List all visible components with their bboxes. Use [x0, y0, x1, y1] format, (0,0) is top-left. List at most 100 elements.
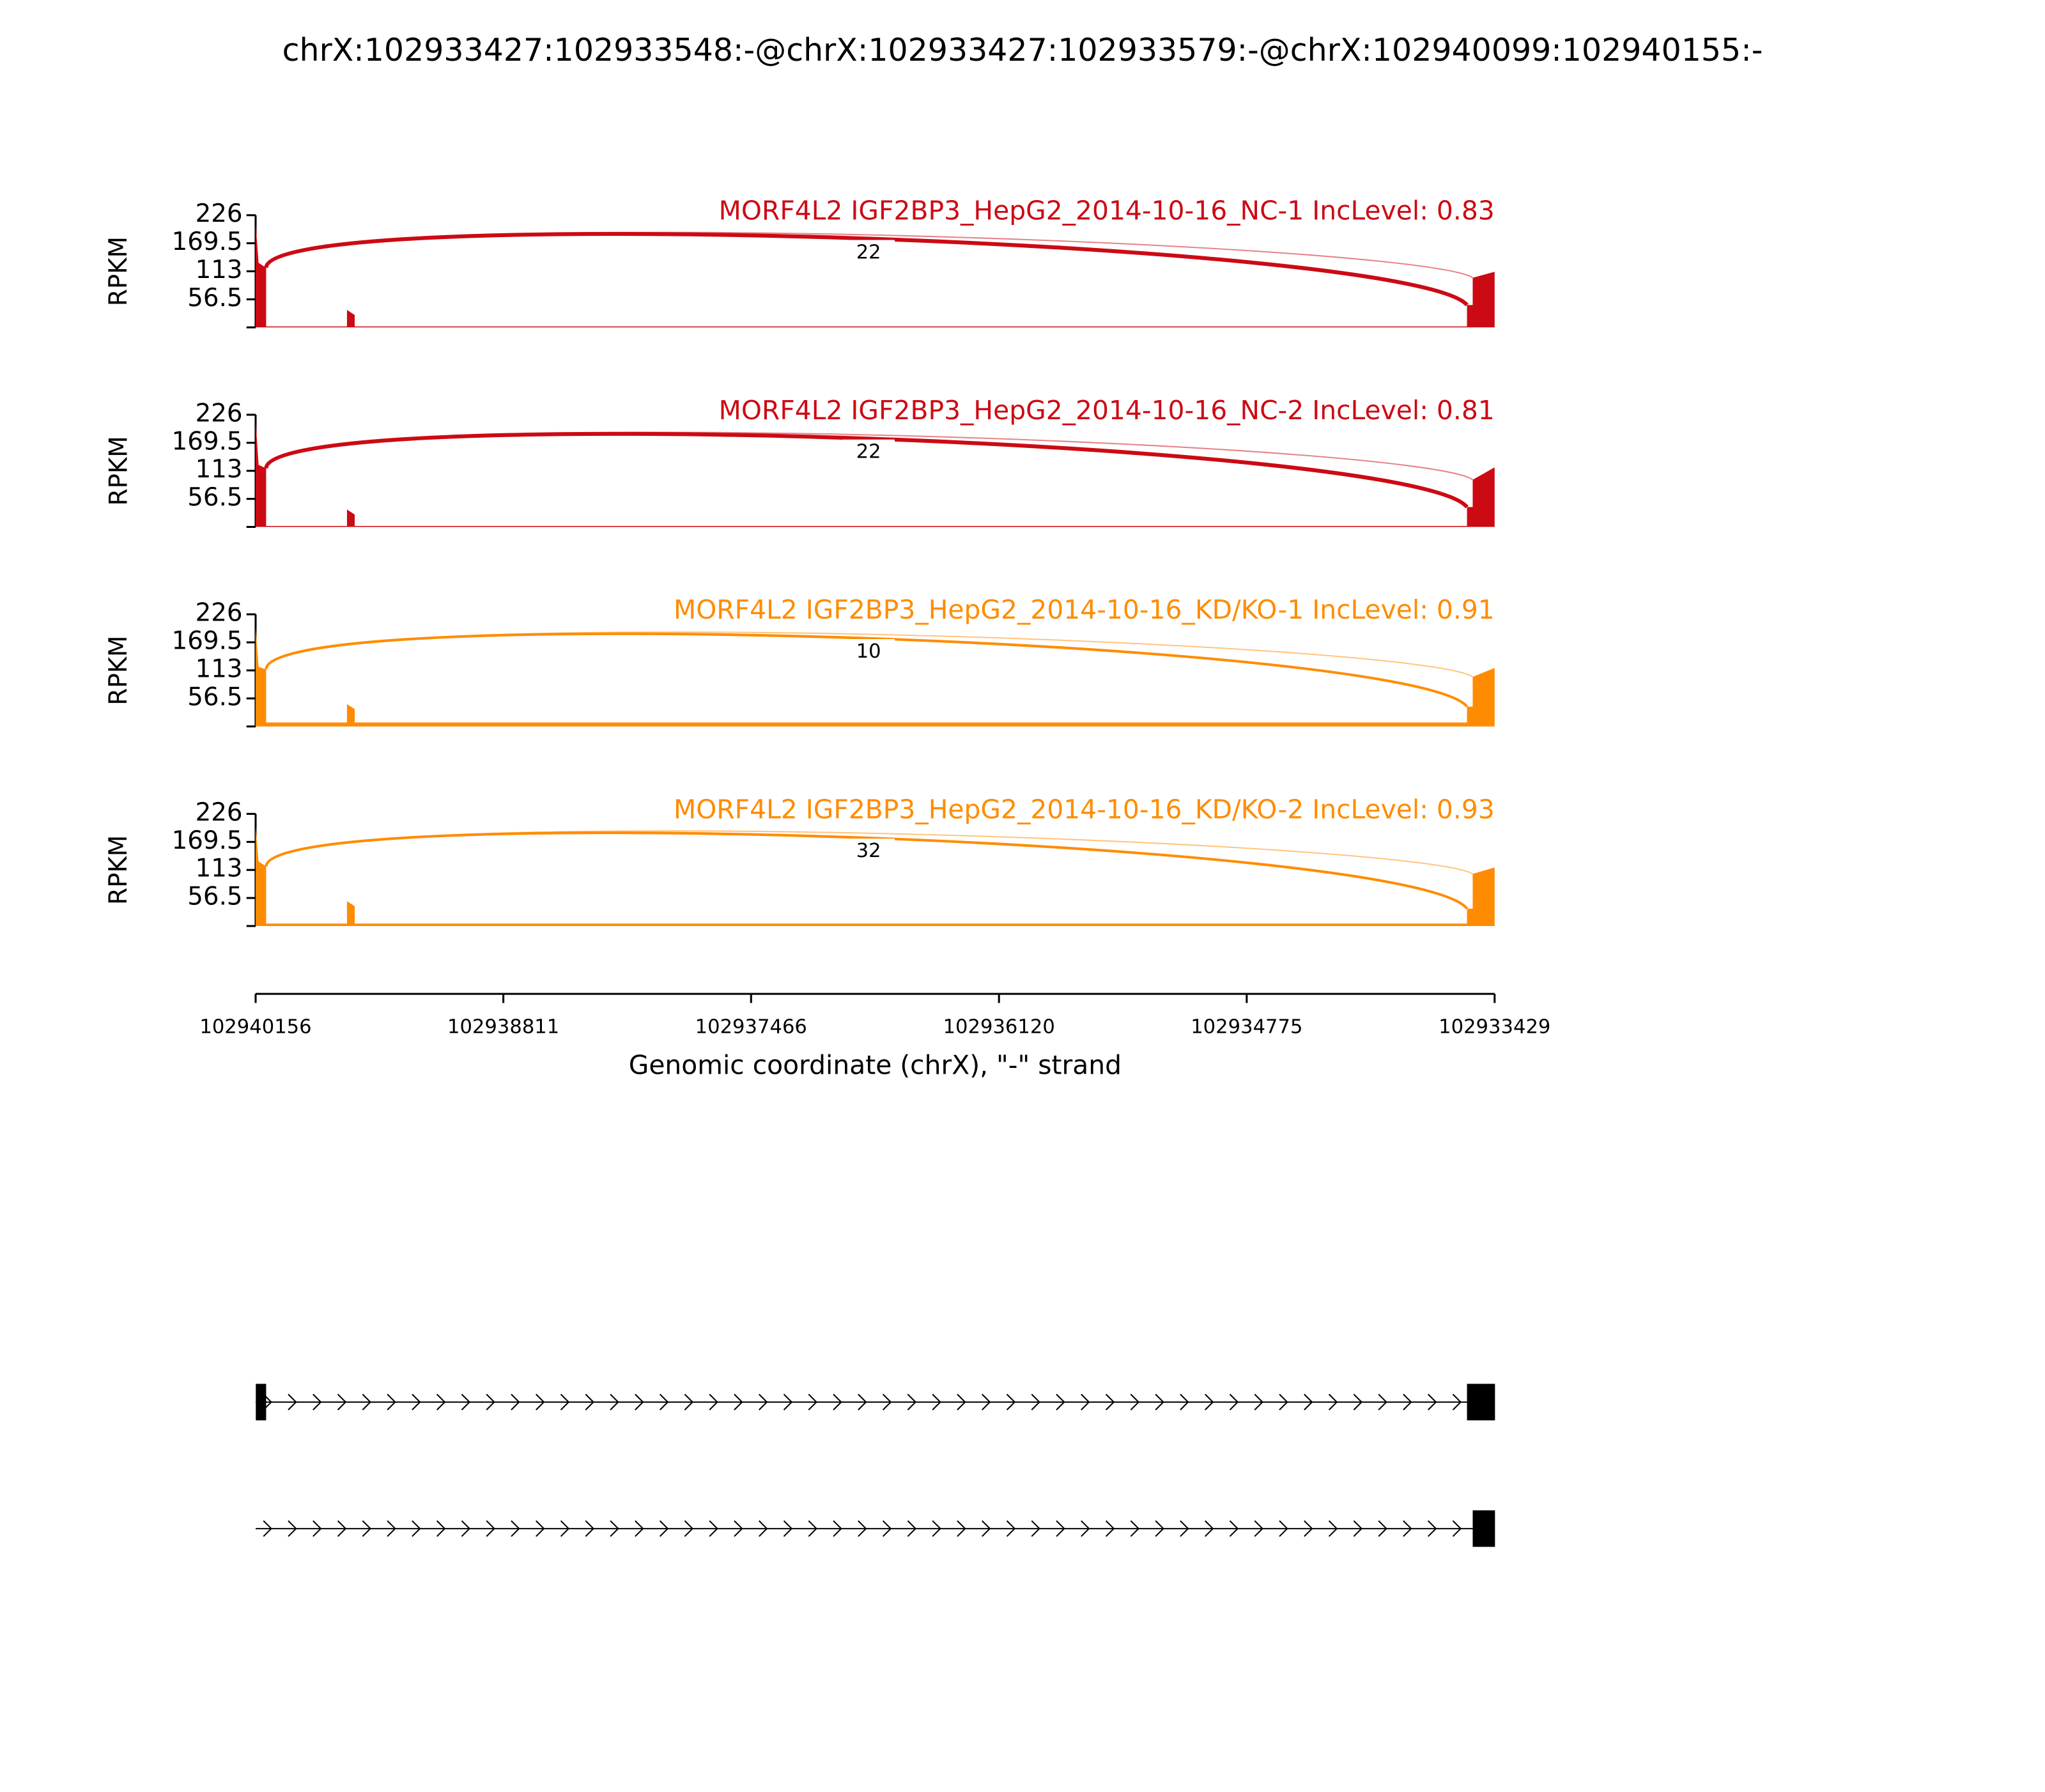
strand-arrow — [684, 1520, 694, 1537]
strand-arrow — [486, 1520, 495, 1537]
y-axis-label: RPKM — [104, 236, 133, 306]
strand-arrow — [560, 1393, 570, 1410]
strand-arrow — [461, 1520, 471, 1537]
x-tick-label: 102934775 — [1191, 1016, 1302, 1039]
y-tick-label: 169.5 — [172, 427, 243, 456]
strand-arrow — [833, 1393, 842, 1410]
y-tick-label: 169.5 — [172, 627, 243, 656]
strand-arrow — [1006, 1393, 1016, 1410]
exon — [256, 1384, 266, 1421]
strand-arrow — [362, 1393, 372, 1410]
y-tick-label: 56.5 — [187, 284, 242, 313]
y-tick-label: 113 — [196, 654, 243, 683]
strand-arrow — [337, 1520, 347, 1537]
strand-arrow — [709, 1520, 718, 1537]
junction-label-bg — [842, 838, 895, 862]
strand-arrow — [1105, 1520, 1115, 1537]
strand-arrow — [1427, 1520, 1437, 1537]
strand-arrow — [808, 1393, 817, 1410]
strand-arrow — [387, 1393, 396, 1410]
strand-arrow — [759, 1520, 768, 1537]
junction-label-bg — [842, 439, 895, 463]
strand-arrow — [1378, 1520, 1387, 1537]
strand-arrow — [684, 1393, 694, 1410]
strand-arrow — [1031, 1393, 1040, 1410]
y-tick-label: 226 — [196, 199, 243, 228]
strand-arrow — [1229, 1393, 1239, 1410]
strand-arrow — [659, 1520, 669, 1537]
track-title: MORF4L2 IGF2BP3_HepG2_2014-10-16_KD/KO-2… — [674, 794, 1495, 824]
strand-arrow — [858, 1520, 867, 1537]
strand-arrow — [1180, 1520, 1189, 1537]
strand-arrow — [1403, 1520, 1412, 1537]
strand-arrow — [709, 1393, 718, 1410]
strand-arrow — [1155, 1393, 1164, 1410]
strand-arrow — [1056, 1393, 1065, 1410]
strand-arrow — [560, 1520, 570, 1537]
strand-arrow — [1056, 1520, 1065, 1537]
strand-arrow — [1254, 1520, 1263, 1537]
x-tick-label: 102940156 — [199, 1016, 311, 1039]
strand-arrow — [1452, 1520, 1462, 1537]
strand-arrow — [759, 1393, 768, 1410]
junction-label: 32 — [856, 840, 881, 862]
y-tick-label: 169.5 — [172, 228, 243, 256]
strand-arrow — [1279, 1520, 1288, 1537]
strand-arrow — [932, 1393, 941, 1410]
strand-arrow — [1006, 1520, 1016, 1537]
junction-label-bg — [842, 639, 895, 663]
strand-arrow — [858, 1393, 867, 1410]
y-tick-label: 56.5 — [187, 683, 242, 711]
strand-arrow — [1328, 1520, 1338, 1537]
strand-arrow — [536, 1520, 545, 1537]
strand-arrow — [1081, 1520, 1090, 1537]
strand-arrow — [313, 1393, 322, 1410]
strand-arrow — [1254, 1393, 1263, 1410]
junction-label: 10 — [856, 640, 881, 663]
y-tick-label: 169.5 — [172, 826, 243, 855]
strand-arrow — [1130, 1520, 1140, 1537]
strand-arrow — [833, 1520, 842, 1537]
strand-arrow — [1204, 1520, 1214, 1537]
junction-arc — [264, 231, 1469, 307]
strand-arrow — [263, 1520, 272, 1537]
y-axis-label: RPKM — [104, 835, 133, 905]
strand-arrow — [1204, 1393, 1214, 1410]
strand-arrow — [511, 1393, 520, 1410]
strand-arrow — [1353, 1520, 1363, 1537]
strand-arrow — [585, 1520, 595, 1537]
x-axis-label: Genomic coordinate (chrX), "-" strand — [629, 1049, 1122, 1080]
strand-arrow — [585, 1393, 595, 1410]
strand-arrow — [1155, 1520, 1164, 1537]
strand-arrow — [982, 1520, 991, 1537]
strand-arrow — [635, 1393, 644, 1410]
y-tick-label: 226 — [196, 599, 243, 628]
strand-arrow — [436, 1520, 446, 1537]
strand-arrow — [882, 1393, 892, 1410]
strand-arrow — [412, 1393, 421, 1410]
strand-arrow — [1304, 1520, 1313, 1537]
strand-arrow — [288, 1393, 297, 1410]
strand-arrow — [1279, 1393, 1288, 1410]
strand-arrow — [882, 1520, 892, 1537]
y-axis-label: RPKM — [104, 635, 133, 705]
strand-arrow — [536, 1393, 545, 1410]
strand-arrow — [734, 1393, 743, 1410]
strand-arrow — [635, 1520, 644, 1537]
strand-arrow — [783, 1520, 793, 1537]
strand-arrow — [486, 1393, 495, 1410]
junction-label-bg — [842, 240, 895, 264]
exon — [1467, 1384, 1495, 1421]
strand-arrow — [610, 1393, 619, 1410]
strand-arrow — [461, 1393, 471, 1410]
track-title: MORF4L2 IGF2BP3_HepG2_2014-10-16_NC-1 In… — [719, 196, 1495, 226]
strand-arrow — [982, 1393, 991, 1410]
strand-arrow — [1378, 1393, 1387, 1410]
x-tick-label: 102936120 — [943, 1016, 1055, 1039]
strand-arrow — [1452, 1393, 1462, 1410]
strand-arrow — [1353, 1393, 1363, 1410]
x-tick-label: 102933429 — [1439, 1016, 1550, 1039]
strand-arrow — [1031, 1520, 1040, 1537]
junction-arc — [265, 831, 1469, 910]
strand-arrow — [1105, 1393, 1115, 1410]
